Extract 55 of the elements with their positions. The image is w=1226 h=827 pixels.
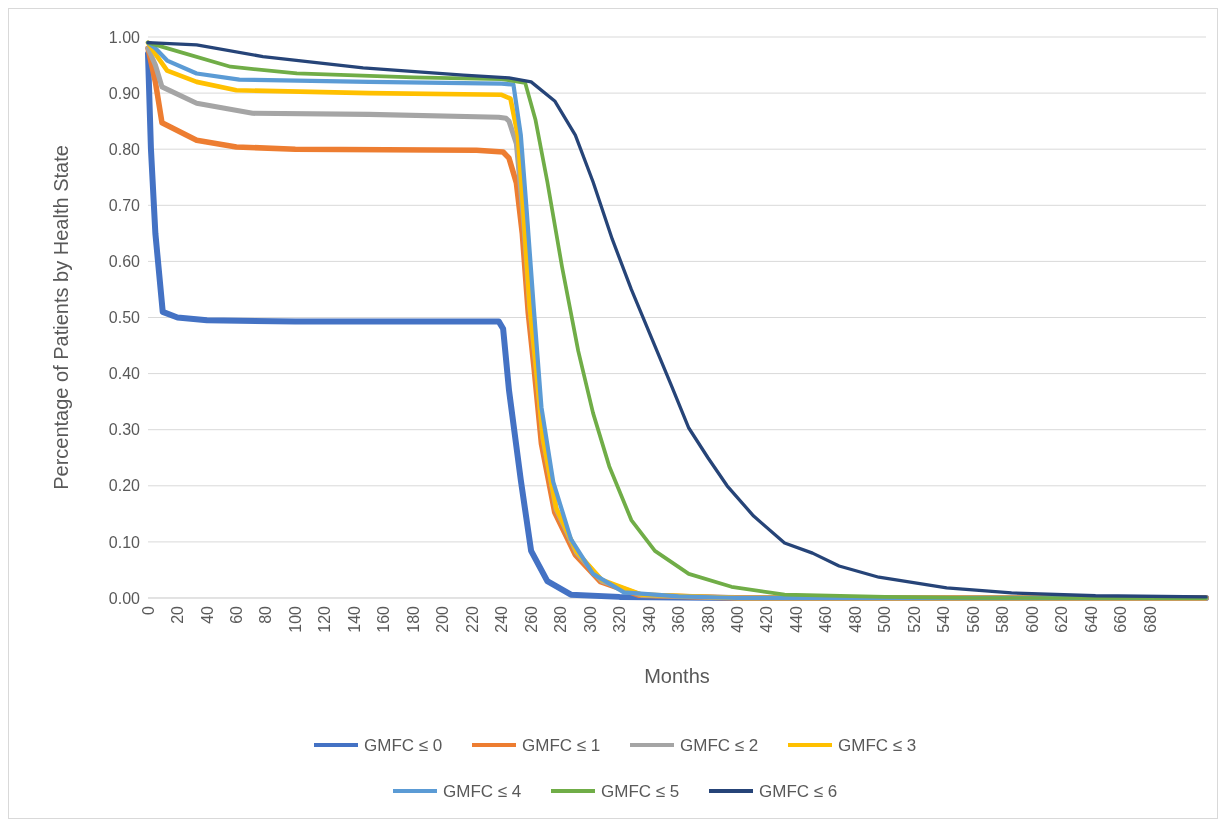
x-tick-label: 140: [345, 605, 363, 633]
x-tick-label: 160: [375, 605, 393, 633]
x-tick-label: 640: [1082, 605, 1100, 633]
y-tick-label: 0.00: [108, 589, 141, 607]
legend-label: GMFC ≤ 5: [601, 781, 680, 801]
x-tick-label: 0: [139, 605, 157, 615]
x-tick-label: 360: [670, 605, 688, 633]
x-tick-label: 600: [1023, 605, 1041, 633]
x-tick-label: 120: [316, 605, 334, 633]
x-tick-label: 500: [876, 605, 894, 633]
y-tick-label: 0.20: [108, 477, 141, 495]
y-tick-label: 0.10: [108, 533, 141, 551]
x-tick-label: 80: [257, 605, 275, 624]
x-tick-label: 540: [935, 605, 953, 633]
x-tick-label: 240: [493, 605, 511, 633]
x-tick-label: 680: [1141, 605, 1159, 633]
legend-label: GMFC ≤ 6: [759, 781, 838, 801]
x-tick-label: 180: [404, 605, 422, 633]
legend-label: GMFC ≤ 1: [522, 735, 601, 755]
x-tick-label: 560: [964, 605, 982, 633]
x-tick-label: 320: [611, 605, 629, 633]
x-tick-label: 200: [434, 605, 452, 633]
y-tick-label: 0.80: [108, 140, 141, 158]
x-tick-label: 60: [228, 605, 246, 624]
x-tick-label: 100: [286, 605, 304, 633]
x-tick-label: 480: [846, 605, 864, 633]
x-tick-label: 420: [758, 605, 776, 633]
x-tick-label: 340: [640, 605, 658, 633]
y-tick-label: 0.50: [108, 309, 141, 327]
x-tick-label: 440: [787, 605, 805, 633]
y-tick-label: 0.90: [108, 84, 141, 102]
x-tick-label: 280: [552, 605, 570, 633]
x-tick-label: 40: [198, 605, 216, 624]
x-tick-label: 20: [169, 605, 187, 624]
x-tick-label: 520: [905, 605, 923, 633]
y-axis-title: Percentage of Patients by Health State: [50, 145, 72, 490]
x-tick-label: 620: [1053, 605, 1071, 633]
y-tick-label: 0.60: [108, 253, 141, 270]
y-tick-label: 0.40: [108, 365, 141, 383]
legend-label: GMFC ≤ 0: [364, 735, 443, 755]
legend-label: GMFC ≤ 2: [680, 735, 759, 755]
x-tick-label: 400: [729, 605, 747, 633]
x-axis-title: Months: [644, 665, 710, 687]
y-tick-label: 1.00: [108, 28, 141, 46]
y-tick-label: 0.30: [108, 421, 141, 439]
x-tick-label: 660: [1112, 605, 1130, 633]
x-tick-label: 460: [817, 605, 835, 633]
y-tick-label: 0.70: [108, 196, 141, 214]
x-tick-label: 260: [522, 605, 540, 633]
x-tick-label: 220: [463, 605, 481, 633]
x-tick-label: 380: [699, 605, 717, 633]
legend-label: GMFC ≤ 3: [838, 735, 917, 755]
x-tick-label: 300: [581, 605, 599, 633]
legend-label: GMFC ≤ 4: [443, 781, 522, 801]
x-tick-label: 580: [994, 605, 1012, 633]
